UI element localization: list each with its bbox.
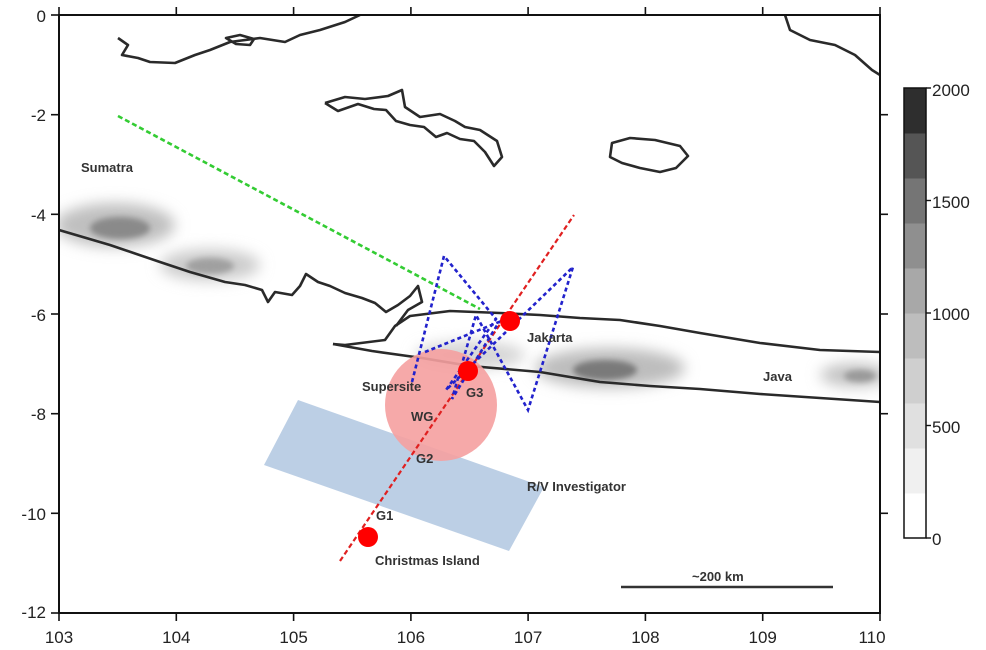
green-track	[117, 114, 481, 311]
colorbar-band	[904, 268, 926, 314]
red-track	[339, 214, 575, 562]
borneo-east-coastline	[783, 15, 880, 77]
java-north-coastline	[332, 309, 880, 354]
y-tick-label: -12	[21, 603, 46, 622]
colorbar-band	[904, 448, 926, 494]
belitung-coastline	[608, 136, 690, 174]
x-tick-label: 110	[858, 628, 885, 647]
x-axis	[58, 7, 881, 621]
x-tick-label: 104	[162, 628, 190, 647]
borneo-coastline	[117, 15, 361, 65]
colorbar-band	[904, 88, 926, 134]
supersite-marker	[458, 361, 478, 381]
coastlines	[59, 15, 880, 404]
y-tick-label: 0	[37, 7, 46, 26]
label-rv-investigator: R/V Investigator	[527, 479, 626, 494]
x-tick-label: 109	[749, 628, 777, 647]
colorbar-label: 0	[932, 530, 941, 549]
wg-area	[385, 349, 497, 461]
y-tick-label: -6	[31, 306, 46, 325]
label-g3: G3	[466, 385, 483, 400]
small-island-coastline	[224, 33, 256, 47]
colorbar-band	[904, 133, 926, 179]
y-tick-label: -2	[31, 106, 46, 125]
colorbar-band	[904, 493, 926, 539]
colorbar-label: 2000	[932, 81, 970, 100]
label-christmas-island: Christmas Island	[375, 553, 480, 568]
label-java: Java	[763, 369, 793, 384]
y-tick-label: -10	[21, 505, 46, 524]
java-coastline	[332, 342, 880, 404]
christmas-island-marker	[358, 527, 378, 547]
x-tick-label: 106	[397, 628, 425, 647]
label-g2: G2	[416, 451, 433, 466]
y-tick-labels: 0 -2 -4 -6 -8 -10 -12	[21, 7, 46, 622]
colorbar-label: 1500	[932, 193, 970, 212]
scale-bar-label: ~200 km	[692, 569, 744, 584]
x-tick-label: 103	[45, 628, 73, 647]
colorbar-band	[904, 313, 926, 359]
y-tick-label: -8	[31, 405, 46, 424]
x-tick-label: 107	[514, 628, 542, 647]
blue-track	[410, 253, 575, 414]
x-tick-label: 108	[631, 628, 659, 647]
label-jakarta: Jakarta	[527, 330, 573, 345]
label-wg: WG	[411, 409, 433, 424]
rv-investigator-area	[264, 400, 544, 551]
x-tick-labels: 103 104 105 106 107 108 109 110	[45, 628, 886, 647]
colorbar-ticks	[926, 87, 931, 539]
colorbar-band	[904, 403, 926, 449]
x-tick-label: 105	[279, 628, 307, 647]
colorbar-band	[904, 178, 926, 224]
colorbar-label: 1000	[932, 305, 970, 324]
y-axis	[51, 14, 888, 614]
sumatra-coastline	[59, 228, 424, 327]
y-tick-label: -4	[31, 206, 46, 225]
colorbar-label: 500	[932, 418, 960, 437]
label-sumatra: Sumatra	[81, 160, 134, 175]
colorbar	[904, 88, 926, 539]
colorbar-band	[904, 358, 926, 404]
label-g1: G1	[376, 508, 393, 523]
bangka-coastline	[324, 88, 504, 168]
label-supersite: Supersite	[362, 379, 421, 394]
colorbar-band	[904, 223, 926, 269]
jakarta-marker	[500, 311, 520, 331]
